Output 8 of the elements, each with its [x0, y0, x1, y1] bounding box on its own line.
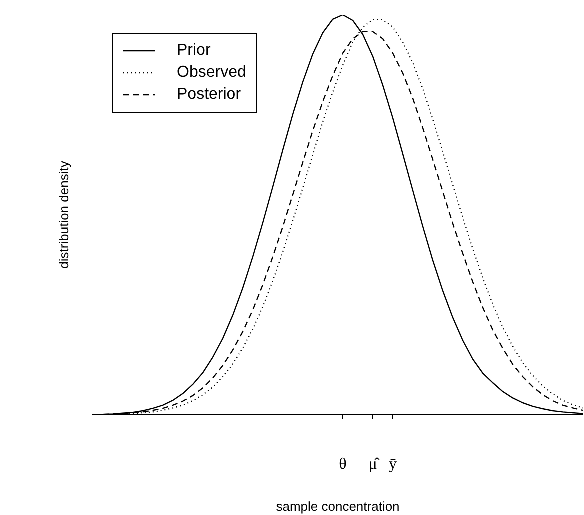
x-tick-label: θ	[339, 456, 347, 473]
y-axis-title: distribution density	[56, 160, 72, 269]
x-axis-title: sample concentration	[276, 498, 400, 514]
legend-label: Prior	[177, 41, 211, 61]
x-tick-label: ȳ	[389, 456, 397, 473]
legend-label: Posterior	[177, 85, 242, 105]
x-tick-label: μ̂	[368, 456, 380, 473]
legend-label: Observed	[177, 63, 246, 83]
